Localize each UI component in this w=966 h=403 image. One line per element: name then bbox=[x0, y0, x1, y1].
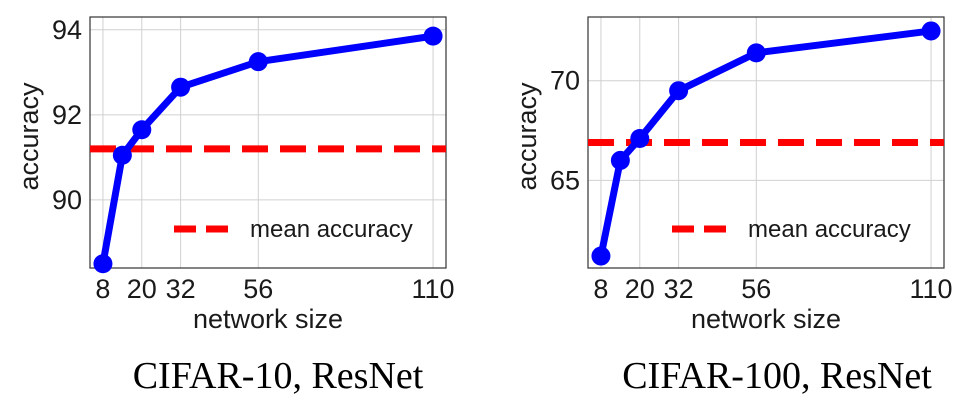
x-tick-label: 110 bbox=[412, 274, 455, 304]
y-tick-label: 65 bbox=[550, 165, 580, 195]
figure-caption: CIFAR-10, ResNet bbox=[133, 355, 424, 397]
y-tick-label: 92 bbox=[52, 100, 82, 130]
x-axis-label: network size bbox=[193, 304, 343, 334]
x-tick-label: 110 bbox=[910, 274, 953, 304]
x-axis-label: network size bbox=[691, 304, 841, 334]
accuracy-series-line bbox=[99, 32, 434, 265]
x-tick-label: 56 bbox=[741, 274, 771, 304]
y-tick-label: 94 bbox=[52, 15, 82, 45]
y-tick-label: 90 bbox=[52, 185, 82, 215]
accuracy-data-point bbox=[591, 246, 611, 266]
accuracy-data-point bbox=[171, 77, 191, 97]
x-tick-label: 20 bbox=[625, 274, 655, 304]
accuracy-data-point bbox=[610, 150, 630, 170]
accuracy-data-point bbox=[248, 52, 268, 72]
y-axis-label: accuracy bbox=[512, 82, 542, 191]
accuracy-data-point bbox=[93, 254, 113, 274]
chart-panel-cifar100: 8 20 32 56 110 65 70 network size accuracy mean a… bbox=[512, 16, 953, 397]
x-tick-label: 32 bbox=[166, 274, 196, 304]
plot-frame bbox=[89, 16, 447, 269]
figure-caption: CIFAR-100, ResNet bbox=[622, 355, 932, 397]
accuracy-data-point bbox=[746, 43, 766, 63]
accuracy-series-line bbox=[597, 27, 932, 257]
x-tick-label: 56 bbox=[243, 274, 273, 304]
legend-label: mean accuracy bbox=[250, 216, 413, 243]
accuracy-data-point bbox=[112, 145, 132, 165]
x-tick-label: 32 bbox=[664, 274, 694, 304]
accuracy-data-point bbox=[423, 26, 443, 46]
x-tick-label: 8 bbox=[95, 274, 110, 304]
x-tick-label: 20 bbox=[127, 274, 157, 304]
chart-panel-cifar10: 8 20 32 56 110 90 92 94 network size accuracy mean… bbox=[14, 15, 455, 397]
y-tick-label: 70 bbox=[550, 66, 580, 96]
accuracy-data-point bbox=[132, 120, 152, 140]
legend-label: mean accuracy bbox=[748, 216, 911, 243]
accuracy-data-point bbox=[921, 21, 941, 41]
accuracy-data-point bbox=[630, 129, 650, 149]
accuracy-data-point bbox=[669, 81, 689, 101]
x-tick-label: 8 bbox=[593, 274, 608, 304]
y-axis-label: accuracy bbox=[14, 82, 44, 191]
